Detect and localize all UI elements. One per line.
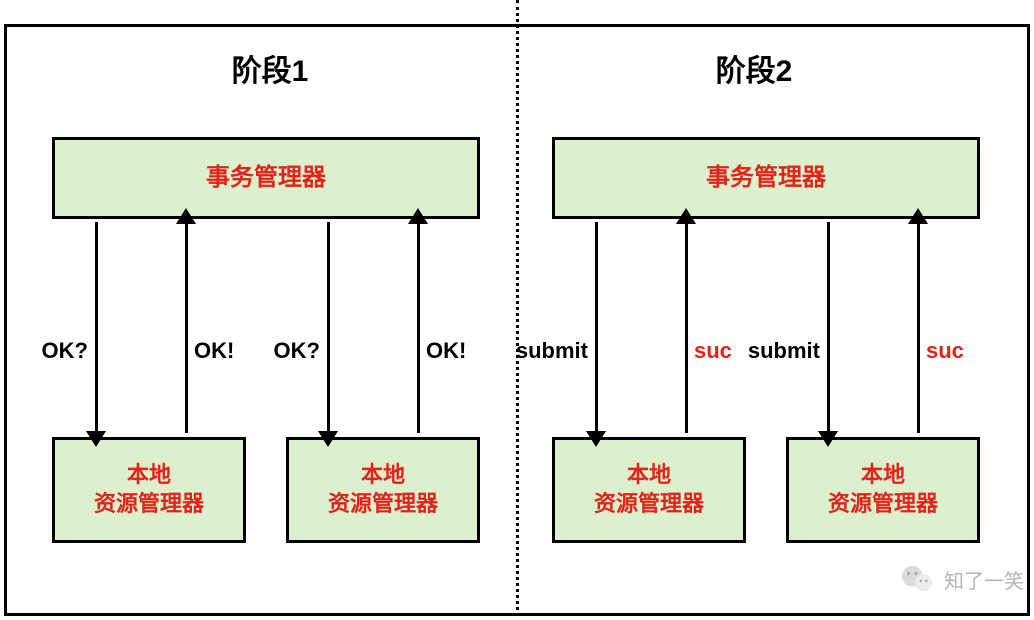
phase1-arrow-2-line [327,222,330,433]
phase-divider [516,0,519,616]
phase2-arrow-2-line [827,222,830,433]
phase1-arrow-3-label: OK! [426,338,466,364]
phase1-manager-label: 事务管理器 [206,162,326,193]
phase2-arrow-1-head [676,208,696,224]
phase1-arrow-1-line [185,222,188,433]
phase1-local-a-line2: 资源管理器 [94,490,204,519]
phase1-local-b-box: 本地 资源管理器 [286,437,480,543]
phase2-arrow-2-head [818,431,838,447]
phase1-local-a-line1: 本地 [127,461,171,490]
phase1-arrow-0-label: OK? [42,338,88,364]
phase2-manager-box: 事务管理器 [552,137,980,219]
phase2-arrow-2-label: submit [748,338,820,364]
watermark-text: 知了一笑 [944,565,1024,594]
watermark: 知了一笑 [900,562,1024,596]
phase2-local-b-line2: 资源管理器 [828,490,938,519]
phase2-local-b-box: 本地 资源管理器 [786,437,980,543]
phase2-arrow-3-line [917,222,920,433]
phase1-manager-box: 事务管理器 [52,137,480,219]
phase2-arrow-0-head [586,431,606,447]
phase2-manager-label: 事务管理器 [706,162,826,193]
phase1-arrow-1-label: OK! [194,338,234,364]
phase1-local-a-box: 本地 资源管理器 [52,437,246,543]
phase2-arrow-1-label: suc [694,338,732,364]
wechat-icon [900,562,934,596]
phase2-local-b-line1: 本地 [861,461,905,490]
phase2-arrow-3-label: suc [926,338,964,364]
phase2-arrow-0-label: submit [516,338,588,364]
phase1-local-b-line2: 资源管理器 [328,490,438,519]
phase1-arrow-2-label: OK? [274,338,320,364]
phase1-arrow-1-head [176,208,196,224]
phase1-local-b-line1: 本地 [361,461,405,490]
phase2-local-a-line1: 本地 [627,461,671,490]
phase2-local-a-line2: 资源管理器 [594,490,704,519]
phase1-arrow-2-head [318,431,338,447]
phase1-arrow-0-head [86,431,106,447]
phase1-title: 阶段1 [210,46,330,90]
phase1-arrow-0-line [95,222,98,433]
phase1-arrow-3-line [417,222,420,433]
phase2-arrow-0-line [595,222,598,433]
phase2-title: 阶段2 [694,46,814,90]
phase2-arrow-3-head [908,208,928,224]
phase2-local-a-box: 本地 资源管理器 [552,437,746,543]
phase1-arrow-3-head [408,208,428,224]
phase2-arrow-1-line [685,222,688,433]
